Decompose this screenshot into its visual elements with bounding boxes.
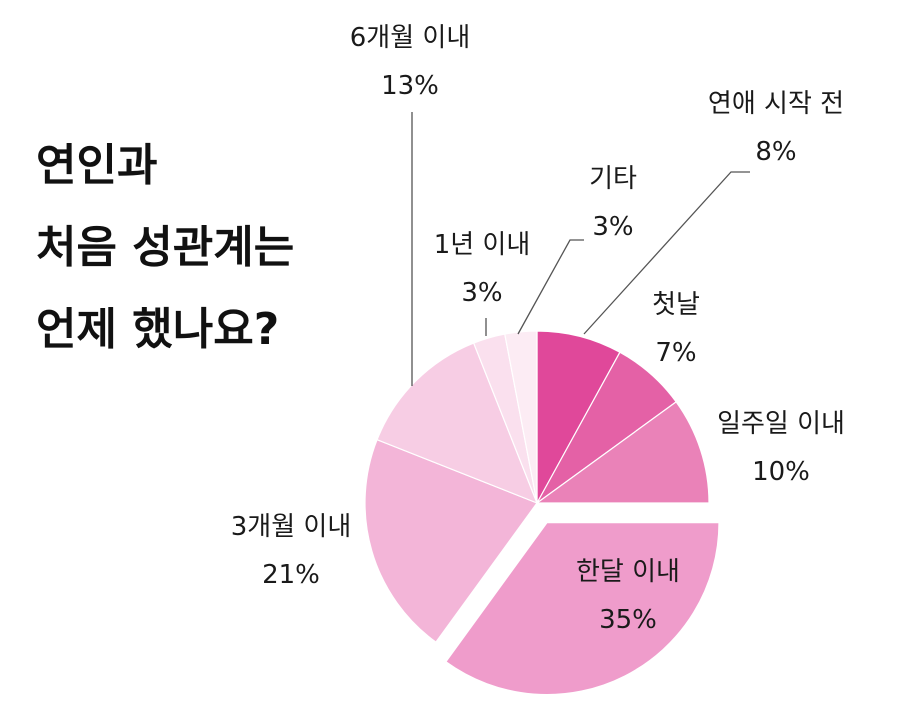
- slice-label-within-month: 한달 이내: [576, 557, 680, 587]
- slice-value-before-dating: 8%: [755, 137, 796, 167]
- slice-value-within-year: 3%: [461, 278, 502, 308]
- pie-slice-within-month: [445, 521, 720, 696]
- slice-label-other: 기타: [589, 164, 637, 194]
- slice-value-within-3-months: 21%: [262, 560, 320, 590]
- leader-line-before-dating: [583, 171, 750, 335]
- slice-value-other: 3%: [592, 212, 633, 242]
- slice-value-first-day: 7%: [655, 338, 696, 368]
- chart-title-line-3: 언제 했나요?: [36, 304, 279, 355]
- slice-value-within-6-months: 13%: [381, 71, 439, 101]
- leader-line-other: [517, 239, 584, 335]
- pie-slice-within-3-months: [364, 438, 538, 643]
- slice-label-within-week: 일주일 이내: [717, 409, 845, 439]
- slice-labels: 연애 시작 전 8% 첫날 7% 일주일 이내 10% 한달 이내 35% 3개월 이내 21% 6…: [231, 23, 845, 635]
- slice-label-first-day: 첫날: [652, 290, 700, 320]
- slice-label-within-year: 1년 이내: [434, 230, 531, 260]
- pie-slice-within-6-months: [376, 342, 539, 505]
- slice-label-within-3-months: 3개월 이내: [231, 512, 352, 542]
- slice-label-within-6-months: 6개월 이내: [350, 23, 471, 53]
- chart-title: 연인과 처음 성관계는 언제 했나요?: [36, 140, 294, 355]
- slice-value-within-month: 35%: [599, 605, 657, 635]
- leader-lines: [411, 112, 750, 386]
- chart-title-line-1: 연인과: [36, 140, 157, 191]
- pie-slices: [364, 330, 720, 696]
- slice-label-before-dating: 연애 시작 전: [708, 89, 844, 119]
- chart-title-line-2: 처음 성관계는: [36, 222, 294, 273]
- slice-value-within-week: 10%: [752, 457, 810, 487]
- pie-slice-other: [504, 330, 538, 504]
- pie-slice-within-week: [535, 401, 710, 504]
